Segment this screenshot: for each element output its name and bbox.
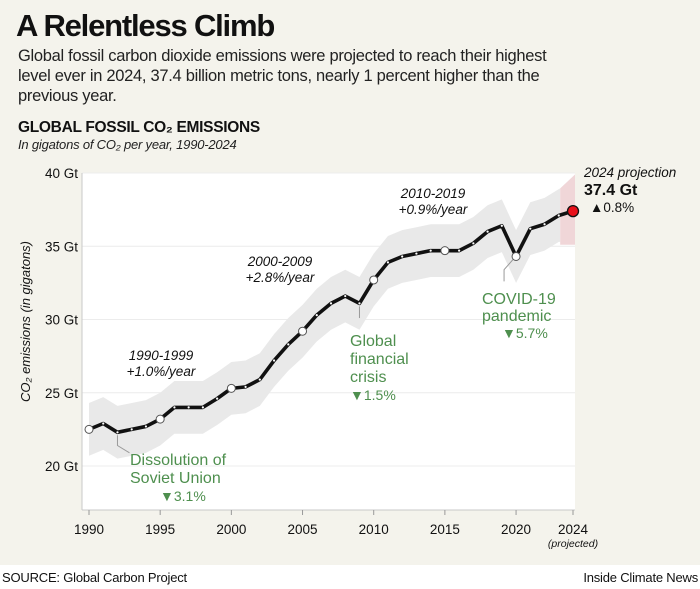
uncertainty-band bbox=[89, 188, 561, 459]
data-point bbox=[116, 431, 119, 434]
data-point bbox=[401, 255, 404, 258]
y-tick-label: 40 Gt bbox=[45, 166, 78, 181]
data-point bbox=[529, 227, 532, 230]
data-point-highlight bbox=[511, 252, 521, 262]
data-point bbox=[315, 314, 318, 317]
data-point bbox=[386, 261, 390, 264]
projection-point bbox=[566, 204, 580, 218]
data-point-highlight bbox=[369, 275, 379, 285]
data-point-highlight bbox=[155, 414, 165, 424]
annotation-period-2010: +0.9%/year bbox=[399, 202, 468, 217]
data-point bbox=[258, 378, 261, 381]
data-point bbox=[415, 252, 418, 255]
y-tick-label: 25 Gt bbox=[45, 386, 78, 401]
x-tick-label: 2005 bbox=[288, 522, 318, 537]
annotation-soviet: Soviet Union bbox=[130, 470, 221, 487]
data-point bbox=[472, 242, 475, 245]
data-point bbox=[458, 249, 461, 252]
annotation-gfc: Global bbox=[350, 333, 396, 350]
annotation-leader-soviet bbox=[116, 435, 130, 454]
y-axis-title: CO₂ emissions (in gigatons) bbox=[18, 241, 33, 402]
projection-change: ▲0.8% bbox=[590, 200, 634, 215]
dek-text: Global fossil carbon dioxide emissions w… bbox=[18, 47, 547, 105]
y-tick-label: 35 Gt bbox=[45, 239, 78, 254]
annotation-soviet: Dissolution of bbox=[130, 452, 227, 469]
data-point bbox=[557, 214, 560, 217]
data-point bbox=[344, 294, 347, 298]
data-point bbox=[358, 302, 361, 305]
x-tick-label: 2000 bbox=[216, 522, 246, 537]
annotation-period-2000: 2000-2009 bbox=[247, 254, 313, 269]
annotation-gfc: crisis bbox=[350, 369, 386, 386]
x-tick-label: 2024 bbox=[558, 522, 589, 537]
y-tick-label: 30 Gt bbox=[45, 313, 78, 328]
data-point bbox=[244, 385, 247, 388]
annotation-covid: ▼5.7% bbox=[502, 325, 548, 341]
data-point bbox=[130, 428, 133, 431]
data-point bbox=[144, 425, 148, 428]
annotation-gfc: ▼1.5% bbox=[350, 387, 396, 403]
x-tick-label: 2015 bbox=[430, 522, 460, 537]
annotation-soviet: ▼3.1% bbox=[160, 488, 206, 504]
annotation-covid: pandemic bbox=[482, 308, 551, 325]
data-point bbox=[201, 406, 204, 409]
projection-value: 37.4 Gt bbox=[584, 182, 638, 199]
data-point bbox=[287, 343, 290, 346]
data-point bbox=[272, 359, 276, 362]
annotation-period-1990: 1990-1999 bbox=[129, 348, 194, 363]
x-tick-note: (projected) bbox=[548, 538, 598, 550]
page-title: A Relentless Climb bbox=[16, 8, 275, 43]
annotation-gfc: financial bbox=[350, 351, 409, 368]
data-point-highlight bbox=[298, 326, 308, 336]
source-note: SOURCE: Global Carbon Project bbox=[2, 570, 187, 585]
data-point bbox=[429, 249, 432, 252]
chart-subtitle: In gigatons of CO₂ per year, 1990-2024 bbox=[18, 137, 237, 152]
x-tick-label: 2020 bbox=[501, 522, 531, 537]
projection-label: 2024 projection bbox=[583, 165, 676, 180]
y-tick-label: 20 Gt bbox=[45, 459, 78, 474]
annotation-covid: COVID-19 bbox=[482, 291, 556, 308]
x-tick-label: 1990 bbox=[74, 522, 104, 537]
x-tick-label: 1995 bbox=[145, 522, 175, 537]
annotation-leader-covid bbox=[503, 259, 514, 282]
annotation-period-2010: 2010-2019 bbox=[400, 186, 466, 201]
data-point bbox=[500, 224, 503, 227]
data-point bbox=[329, 302, 333, 305]
data-point-highlight bbox=[440, 246, 450, 256]
data-point bbox=[173, 406, 176, 409]
x-tick-label: 2010 bbox=[359, 522, 389, 537]
data-point bbox=[486, 230, 489, 233]
data-point bbox=[216, 397, 219, 400]
data-point-highlight bbox=[84, 424, 94, 434]
data-point bbox=[102, 422, 105, 425]
data-point bbox=[543, 223, 546, 226]
data-point-highlight bbox=[226, 383, 236, 393]
chart-title: GLOBAL FOSSIL CO₂ EMISSIONS bbox=[18, 119, 260, 136]
data-point bbox=[187, 406, 190, 409]
annotation-period-1990: +1.0%/year bbox=[127, 364, 196, 379]
publisher-credit: Inside Climate News bbox=[583, 570, 698, 585]
annotation-period-2000: +2.8%/year bbox=[246, 270, 315, 285]
